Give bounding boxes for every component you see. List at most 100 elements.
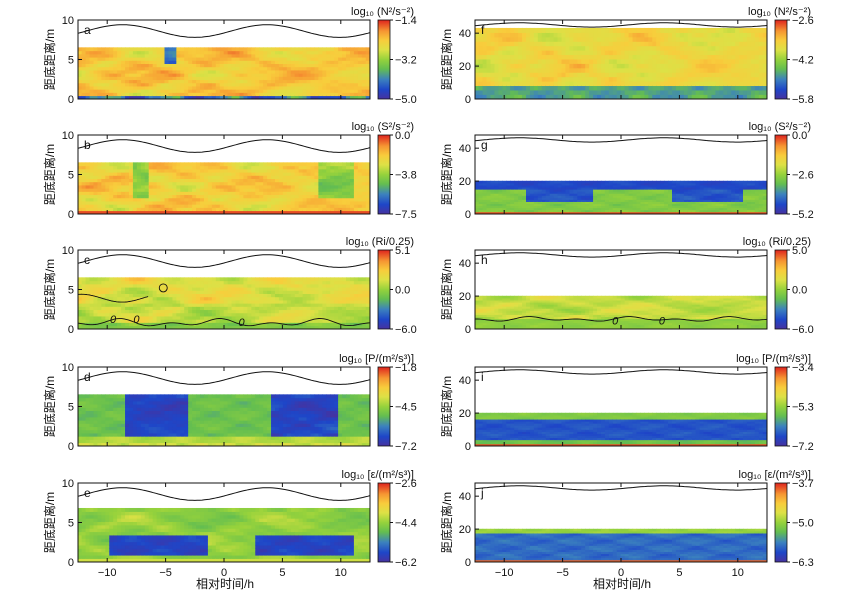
colorbar-title-g: log₁₀ (S²/s⁻²) (749, 121, 811, 133)
panel-letter-j: j (480, 486, 484, 500)
y-tick-label-g: 0 (465, 209, 471, 221)
heatmap-field-a (78, 47, 370, 99)
colorbar-tick-label-j: −6.3 (792, 557, 814, 569)
y-tick-label-e: 0 (68, 557, 74, 569)
y-tick-label-h: 40 (459, 258, 471, 270)
contour-line-c (78, 318, 370, 327)
panel-letter-i: i (481, 370, 484, 384)
x-tick-label-e: 5 (279, 567, 285, 579)
colorbar-tick-label-g: −5.2 (792, 209, 814, 221)
x-tick-label-j: 5 (676, 567, 682, 579)
colorbar-tick-label-e: −4.4 (395, 518, 417, 530)
surface-elevation-line-d (77, 371, 371, 385)
y-tick-label-f: 20 (459, 61, 471, 73)
colorbar-tick-label-i: −5.3 (792, 402, 814, 414)
y-axis-label-e: 距底距离/m (42, 492, 57, 553)
panel-b: b 0 5 10 距底距离/m 0.0 −3.8 −7.5 log₁₀ (S²/s⁻²) (42, 121, 417, 221)
colorbar-tick-label-a: −3.2 (395, 55, 417, 67)
colorbar-tick-label-c: 0.0 (395, 285, 410, 297)
colorbar-tick-label-h: 0.0 (792, 285, 807, 297)
y-axis-label-a: 距底距离/m (42, 29, 57, 90)
surface-elevation-line-g (474, 137, 768, 143)
colorbar-tick-label-c: 5.1 (395, 245, 410, 257)
colorbar-a (377, 19, 391, 100)
panel-letter-a: a (84, 23, 91, 37)
contour-label-c: 0 (133, 314, 140, 326)
colorbar-tick-label-j: −5.0 (792, 518, 814, 530)
colorbar-c (377, 249, 391, 330)
surface-elevation-line-e (77, 487, 371, 501)
colorbar-tick-label-h: −6.0 (792, 324, 814, 336)
y-tick-label-b: 10 (62, 130, 74, 142)
y-tick-label-g: 40 (459, 143, 471, 155)
x-tick-label-j: 10 (732, 567, 744, 579)
colorbar-tick-label-b: −3.8 (395, 170, 417, 182)
colorbar-title-f: log₁₀ (N²/s⁻²) (748, 6, 811, 18)
x-tick-label-j: 0 (618, 567, 624, 579)
y-axis-label-c: 距底距离/m (42, 259, 57, 320)
colorbar-tick-label-a: −1.4 (395, 15, 417, 27)
y-tick-label-h: 0 (465, 324, 471, 336)
y-tick-label-c: 0 (68, 324, 74, 336)
contour-line-h (475, 316, 767, 322)
colorbar-title-a: log₁₀ (N²/s⁻²) (351, 6, 414, 18)
colorbar-title-e: log₁₀ [ε/(m²/s³)] (342, 469, 414, 481)
panel-letter-g: g (481, 138, 488, 152)
y-tick-label-f: 40 (459, 28, 471, 40)
y-tick-label-b: 0 (68, 209, 74, 221)
contour-line-upper-c (78, 293, 149, 303)
colorbar-title-i: log₁₀ [P/(m²/s³)] (736, 353, 811, 365)
heatmap-field-i (475, 412, 767, 446)
colorbar-tick-label-h: 5.0 (792, 245, 807, 257)
x-axis-label-left: 相对时间/h (196, 577, 254, 591)
colorbar-e (377, 482, 391, 563)
y-tick-label-a: 10 (62, 15, 74, 27)
colorbar-tick-label-f: −5.8 (792, 94, 814, 106)
y-tick-label-d: 5 (68, 402, 74, 414)
heatmap-field-e (78, 507, 370, 562)
colorbar-tick-label-d: −4.5 (395, 402, 417, 414)
contour-label-c: 0 (238, 317, 245, 329)
colorbar-tick-label-c: −6.0 (395, 324, 417, 336)
colorbar-tick-label-b: 0.0 (395, 130, 410, 142)
panel-d: d 0 5 10 距底距离/m −1.8 −4.5 −7.2 log₁₀ [P/(m²/s³)] (42, 353, 417, 453)
panel-letter-f: f (481, 23, 485, 37)
y-tick-label-i: 20 (459, 408, 471, 420)
colorbar-h (774, 249, 788, 330)
y-tick-label-f: 0 (465, 94, 471, 106)
y-tick-label-a: 0 (68, 94, 74, 106)
y-axis-label-d: 距底距离/m (42, 376, 57, 437)
colorbar-g (774, 134, 788, 215)
heatmap-field-g (475, 180, 767, 214)
colorbar-tick-label-d: −7.2 (395, 441, 417, 453)
colorbar-tick-label-d: −1.8 (395, 362, 417, 374)
panel-g: g 0 20 40 距底距离/m 0.0 −2.6 −5.2 log₁₀ (S²/s⁻²) (439, 121, 814, 221)
y-tick-label-c: 5 (68, 285, 74, 297)
surface-elevation-line-c (77, 254, 371, 268)
y-tick-label-b: 5 (68, 170, 74, 182)
contour-label-c: 0 (110, 314, 117, 326)
colorbar-tick-label-j: −3.7 (792, 478, 814, 490)
y-tick-label-g: 20 (459, 176, 471, 188)
colorbar-tick-label-e: −2.6 (395, 478, 417, 490)
surface-elevation-line-b (77, 139, 371, 153)
contour-label-h: 0 (659, 315, 666, 327)
y-axis-label-b: 距底距离/m (42, 144, 57, 205)
surface-elevation-line-h (474, 252, 768, 258)
y-tick-label-e: 5 (68, 518, 74, 530)
colorbar-tick-label-e: −6.2 (395, 557, 417, 569)
heatmap-field-d (78, 394, 370, 446)
y-tick-label-a: 5 (68, 55, 74, 67)
colorbar-b (377, 134, 391, 215)
colorbar-tick-label-b: −7.5 (395, 209, 417, 221)
surface-elevation-line-f (474, 22, 768, 28)
x-tick-label-j: −5 (556, 567, 569, 579)
colorbar-d (377, 366, 391, 447)
y-tick-label-j: 20 (459, 524, 471, 536)
colorbar-i (774, 366, 788, 447)
heatmap-field-j (475, 528, 767, 562)
panel-i: i 0 20 40 距底距离/m −3.4 −5.3 −7.2 log₁₀ [P/(m²/s³)… (439, 353, 814, 453)
y-axis-label-h: 距底距离/m (439, 259, 454, 320)
